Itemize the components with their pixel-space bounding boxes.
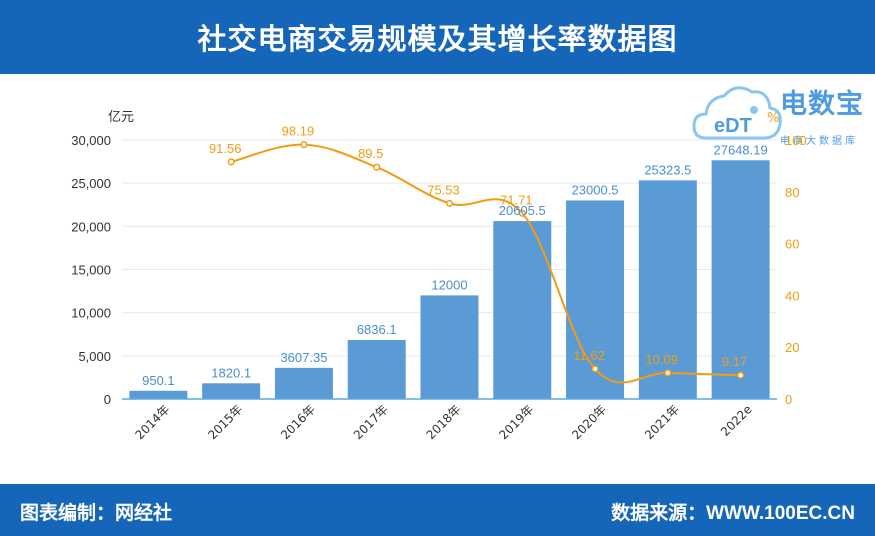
y-left-tick-label: 0 bbox=[104, 392, 111, 407]
logo-subtitle: 电商大数据库 bbox=[780, 136, 858, 147]
bar-data-label: 6836.1 bbox=[357, 322, 397, 337]
x-tick-label: 2016年 bbox=[278, 402, 318, 442]
y-right-tick-label: 20 bbox=[785, 340, 799, 355]
y-right-tick-label: 60 bbox=[785, 237, 799, 252]
x-tick-label: 2015年 bbox=[205, 402, 245, 442]
y-left-tick-label: 15,000 bbox=[71, 263, 111, 278]
x-tick-label: 2022e bbox=[718, 402, 755, 439]
line-point bbox=[664, 369, 672, 377]
x-tick-label: 2017年 bbox=[351, 402, 391, 442]
line-point bbox=[227, 158, 235, 166]
y-left-tick-label: 30,000 bbox=[71, 133, 111, 148]
y-left-tick-label: 25,000 bbox=[71, 176, 111, 191]
bar bbox=[420, 295, 479, 399]
bar-data-label: 27648.19 bbox=[713, 142, 767, 157]
bar-data-label: 20605.5 bbox=[499, 203, 546, 218]
bar-data-label: 1820.1 bbox=[211, 365, 251, 380]
footer-credit: 图表编制：网经社 bbox=[20, 502, 173, 524]
line-data-label: 89.5 bbox=[358, 146, 383, 161]
line-point bbox=[737, 371, 745, 379]
chart-title-banner: 社交电商交易规模及其增长率数据图 bbox=[0, 0, 875, 74]
line-data-label: 98.19 bbox=[282, 124, 315, 139]
x-tick-label: 2021年 bbox=[642, 402, 682, 442]
bar-data-label: 25323.5 bbox=[644, 162, 691, 177]
cloud-logo-icon: eDT bbox=[692, 86, 782, 140]
bar-data-label: 950.1 bbox=[142, 373, 175, 388]
y-left-unit: 亿元 bbox=[108, 110, 134, 125]
x-tick-label: 2014年 bbox=[133, 402, 173, 442]
bar bbox=[493, 221, 552, 399]
line-data-label: 10.09 bbox=[646, 352, 679, 367]
y-right-tick-label: 80 bbox=[785, 185, 799, 200]
page-title: 社交电商交易规模及其增长率数据图 bbox=[197, 22, 678, 56]
logo-name: 电数宝 bbox=[780, 89, 864, 120]
line-data-label: 91.56 bbox=[209, 141, 242, 156]
line-point bbox=[373, 163, 381, 171]
line-point bbox=[591, 365, 599, 373]
line-series bbox=[227, 141, 745, 384]
x-tick-label: 2019年 bbox=[496, 402, 536, 442]
y-left-tick-label: 20,000 bbox=[71, 219, 111, 234]
bar-data-label: 23000.5 bbox=[572, 182, 619, 197]
x-tick-label: 2018年 bbox=[424, 402, 464, 442]
bar bbox=[274, 367, 333, 399]
footer-bar: 图表编制：网经社 数据来源：WWW.100EC.CN bbox=[0, 484, 875, 536]
bar bbox=[638, 180, 697, 399]
line-data-label: 71.71 bbox=[500, 192, 533, 207]
line-point bbox=[300, 141, 308, 149]
y-right-tick-label: 100 bbox=[785, 133, 807, 148]
y-left-tick-label: 5,000 bbox=[78, 349, 111, 364]
bar-series bbox=[129, 160, 770, 399]
combo-chart: 0 5,000 10,000 15,000 20,000 25,000 30,000 0 20 4… bbox=[71, 110, 807, 442]
bar bbox=[711, 160, 770, 399]
logo-badge-text: eDT bbox=[714, 115, 752, 137]
x-tick-label: 2020年 bbox=[569, 402, 609, 442]
bar bbox=[347, 339, 406, 399]
bar-data-label: 12000 bbox=[431, 277, 467, 292]
y-right-tick-label: 40 bbox=[785, 288, 799, 303]
y-right-tick-label: 0 bbox=[785, 392, 792, 407]
line-point bbox=[445, 199, 454, 207]
growth-rate-line bbox=[230, 143, 741, 384]
y-right-unit: % bbox=[767, 111, 779, 126]
line-data-label: 9.17 bbox=[722, 354, 747, 369]
bar bbox=[129, 390, 188, 399]
y-left-tick-label: 10,000 bbox=[71, 306, 111, 321]
line-data-label: 75.53 bbox=[427, 182, 460, 197]
bar bbox=[202, 383, 261, 399]
line-point bbox=[518, 209, 526, 217]
brand-logo: eDT 电数宝 电商大数据库 bbox=[692, 80, 872, 150]
bar-data-label: 3607.35 bbox=[280, 350, 327, 365]
footer-source: 数据来源：WWW.100EC.CN bbox=[611, 503, 855, 524]
line-data-label: 11.62 bbox=[573, 348, 605, 363]
